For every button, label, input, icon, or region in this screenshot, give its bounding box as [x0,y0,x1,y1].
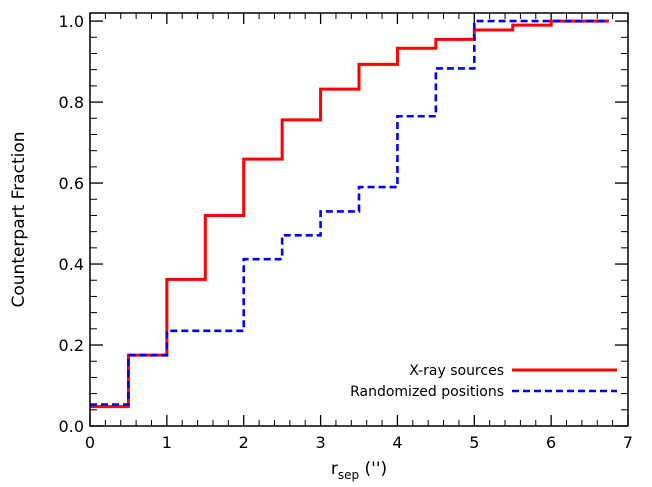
x-tick-label: 0 [85,433,95,452]
x-axis-label-subscript: sep [338,468,359,482]
x-axis-label-main: r [331,459,338,479]
y-tick-label: 0.4 [59,255,84,274]
legend-label-xray: X-ray sources [409,363,504,379]
series-layer [90,19,609,409]
tick-marks [89,13,629,427]
x-tick-label: 6 [546,433,556,452]
x-tick-label: 5 [469,433,479,452]
x-axis-label: rsep ('') [331,459,387,482]
x-tick-label: 3 [315,433,325,452]
x-axis-label-unit: ('') [359,459,387,479]
y-tick-label: 0.2 [59,336,84,355]
x-tick-label: 4 [392,433,402,452]
x-tick-label: 2 [239,433,249,452]
series-xray-sources-line [90,19,609,409]
y-tick-labels: 0.0 0.2 0.4 0.6 0.8 1.0 [59,12,84,436]
series-randomized-positions-line [90,19,609,406]
x-tick-label: 1 [162,433,172,452]
y-tick-label: 0.6 [59,174,84,193]
x-tick-labels: 0 1 2 3 4 5 6 7 [85,433,633,452]
legend-label-randomized: Randomized positions [350,384,504,400]
plot-frame [89,12,629,427]
y-tick-label: 1.0 [59,12,84,31]
y-tick-label: 0.8 [59,93,84,112]
legend: X-ray sources Randomized positions [350,363,617,400]
y-tick-label: 0.0 [59,417,84,436]
x-tick-label: 7 [623,433,633,452]
y-axis-label: Counterpart Fraction [9,131,29,307]
